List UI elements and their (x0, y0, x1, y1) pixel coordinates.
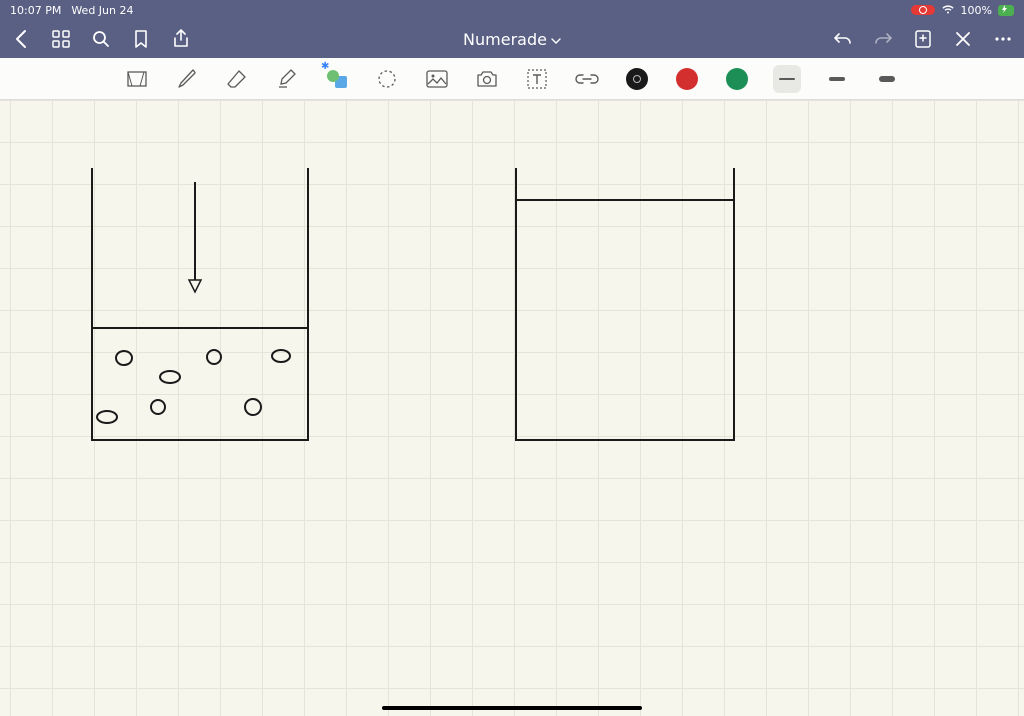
battery-icon (998, 5, 1014, 16)
more-icon[interactable] (992, 28, 1014, 50)
color-red[interactable] (673, 65, 701, 93)
stroke-thick[interactable] (873, 65, 901, 93)
home-indicator (382, 706, 642, 710)
stroke-thin[interactable] (773, 65, 801, 93)
canvas[interactable] (0, 100, 1024, 716)
battery-pct: 100% (961, 4, 992, 17)
pen-tool-icon[interactable] (173, 65, 201, 93)
status-bar: 10:07 PM Wed Jun 24 100% (0, 0, 1024, 20)
shapes-tool-icon[interactable]: ✱ (323, 65, 351, 93)
color-black[interactable] (623, 65, 651, 93)
drawing-layer (0, 100, 1024, 716)
page-title: Numerade (463, 30, 547, 49)
status-date: Wed Jun 24 (71, 4, 133, 17)
wifi-icon (941, 3, 955, 18)
status-time: 10:07 PM (10, 4, 61, 17)
link-tool-icon[interactable] (573, 65, 601, 93)
close-button[interactable] (952, 28, 974, 50)
eraser-tool-icon[interactable] (223, 65, 251, 93)
new-page-button[interactable] (912, 28, 934, 50)
page-title-wrap[interactable]: Numerade (463, 30, 561, 49)
nav-left (10, 28, 192, 50)
lasso-tool-icon[interactable] (373, 65, 401, 93)
search-icon[interactable] (90, 28, 112, 50)
stroke-medium[interactable] (823, 65, 851, 93)
nav-right (832, 28, 1014, 50)
share-icon[interactable] (170, 28, 192, 50)
color-green[interactable] (723, 65, 751, 93)
recording-indicator (911, 5, 935, 15)
camera-tool-icon[interactable] (473, 65, 501, 93)
text-tool-icon[interactable] (523, 65, 551, 93)
chevron-down-icon (551, 30, 561, 49)
back-button[interactable] (10, 28, 32, 50)
apps-icon[interactable] (50, 28, 72, 50)
status-right: 100% (911, 3, 1014, 18)
nav-bar: Numerade (0, 20, 1024, 58)
status-left: 10:07 PM Wed Jun 24 (10, 4, 134, 17)
bookmark-icon[interactable] (130, 28, 152, 50)
ruler-tool-icon[interactable] (123, 65, 151, 93)
redo-button[interactable] (872, 28, 894, 50)
image-tool-icon[interactable] (423, 65, 451, 93)
highlighter-tool-icon[interactable] (273, 65, 301, 93)
undo-button[interactable] (832, 28, 854, 50)
toolbar: ✱ (0, 58, 1024, 100)
